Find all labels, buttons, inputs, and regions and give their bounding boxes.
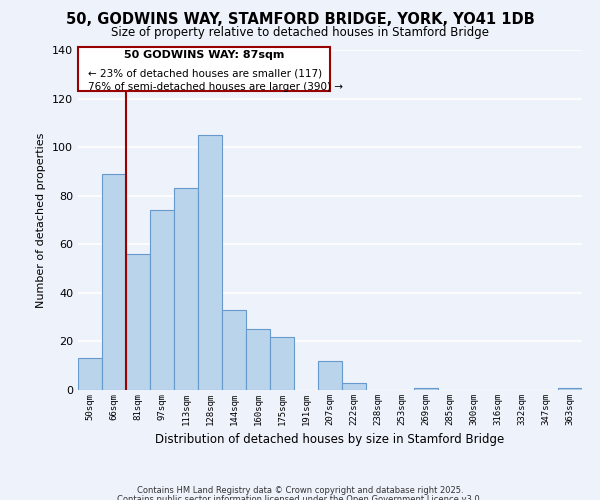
Bar: [414, 388, 438, 390]
Bar: [318, 361, 342, 390]
Text: ← 23% of detached houses are smaller (117): ← 23% of detached houses are smaller (11…: [88, 68, 322, 78]
Bar: [198, 135, 222, 390]
Bar: [78, 358, 102, 390]
Bar: [246, 330, 270, 390]
Bar: [558, 388, 582, 390]
Text: Contains HM Land Registry data © Crown copyright and database right 2025.: Contains HM Land Registry data © Crown c…: [137, 486, 463, 495]
X-axis label: Distribution of detached houses by size in Stamford Bridge: Distribution of detached houses by size …: [155, 434, 505, 446]
Text: 76% of semi-detached houses are larger (390) →: 76% of semi-detached houses are larger (…: [88, 82, 343, 92]
Y-axis label: Number of detached properties: Number of detached properties: [37, 132, 46, 308]
Text: 50 GODWINS WAY: 87sqm: 50 GODWINS WAY: 87sqm: [124, 50, 284, 60]
Bar: [150, 210, 174, 390]
Text: Contains public sector information licensed under the Open Government Licence v3: Contains public sector information licen…: [118, 495, 482, 500]
Bar: [342, 382, 366, 390]
Text: Size of property relative to detached houses in Stamford Bridge: Size of property relative to detached ho…: [111, 26, 489, 39]
Bar: [222, 310, 246, 390]
Bar: [102, 174, 126, 390]
FancyBboxPatch shape: [78, 46, 330, 91]
Bar: [126, 254, 150, 390]
Bar: [174, 188, 198, 390]
Bar: [270, 336, 294, 390]
Text: 50, GODWINS WAY, STAMFORD BRIDGE, YORK, YO41 1DB: 50, GODWINS WAY, STAMFORD BRIDGE, YORK, …: [65, 12, 535, 28]
